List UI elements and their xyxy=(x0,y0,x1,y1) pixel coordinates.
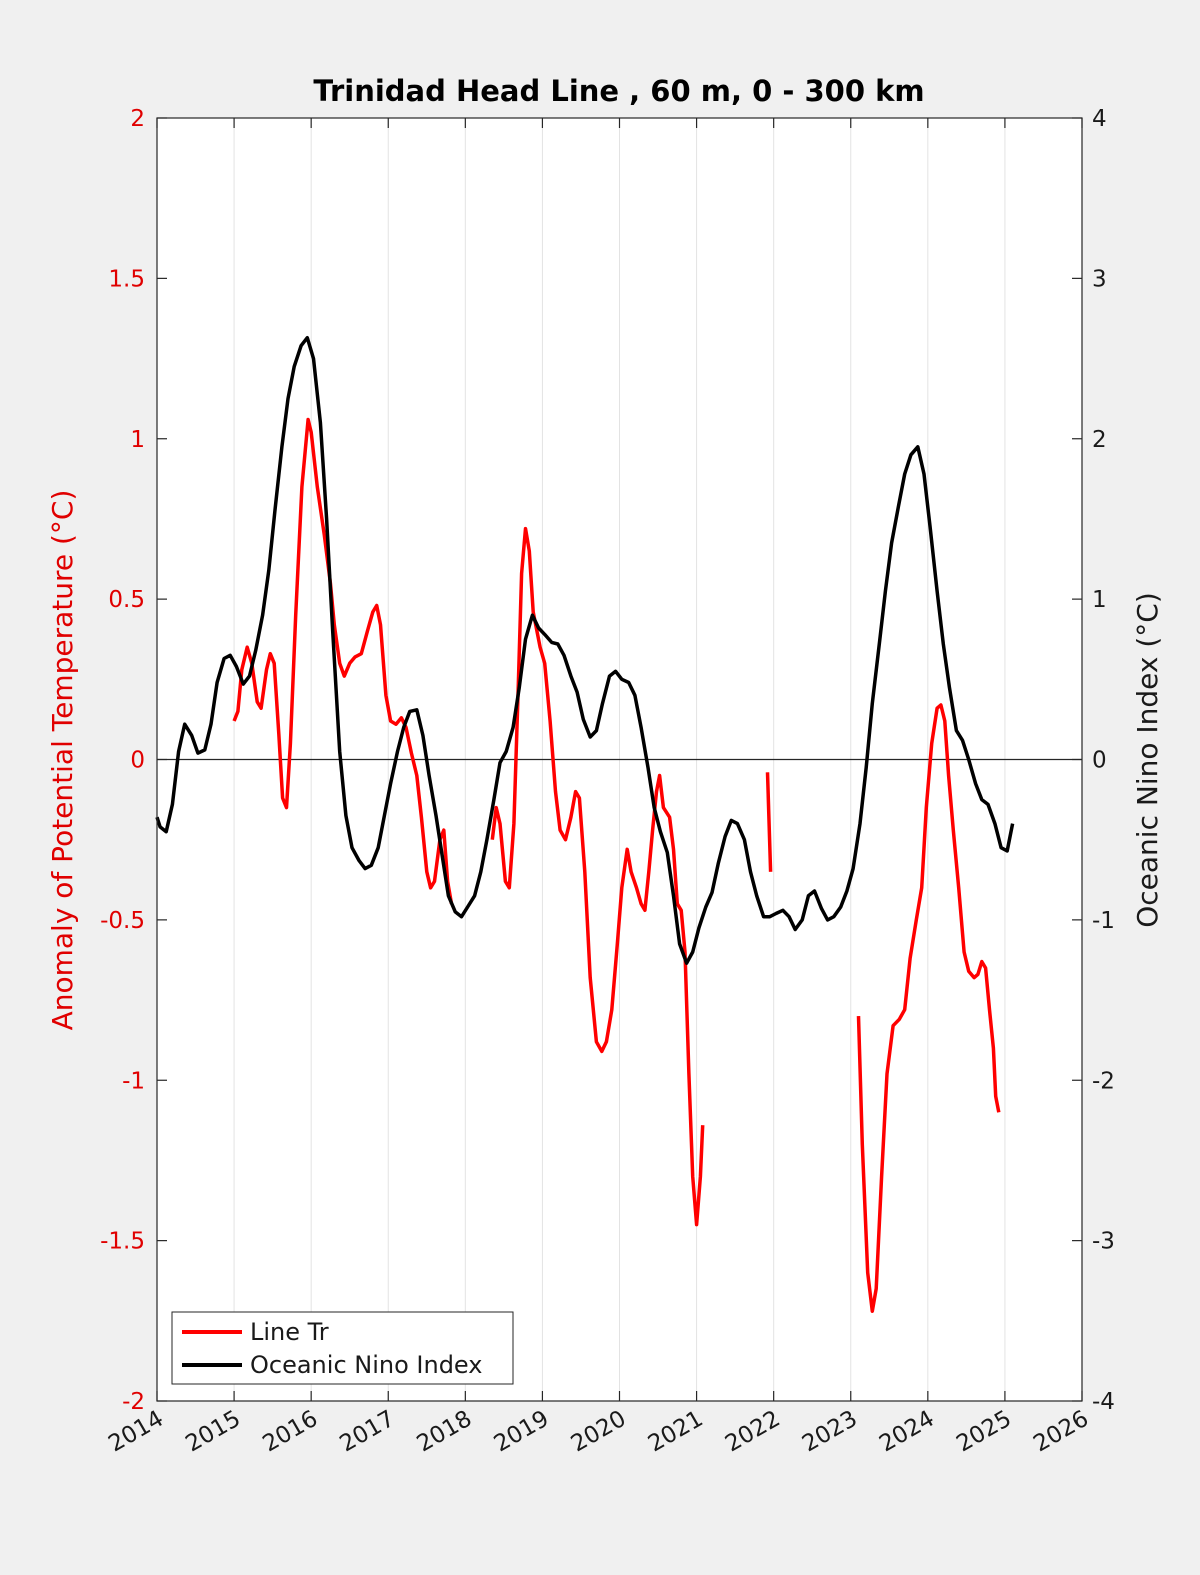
y-tick-label-right: 0 xyxy=(1092,748,1107,774)
series-line-segment xyxy=(155,335,1015,965)
x-tick-label: 2015 xyxy=(181,1406,245,1458)
y-tick-label-left: -1 xyxy=(122,1068,145,1094)
x-tick-label: 2024 xyxy=(875,1406,939,1458)
x-tick-label: 2020 xyxy=(567,1406,631,1458)
x-tick-label: 2018 xyxy=(413,1406,477,1458)
series-line-segment xyxy=(856,703,1001,1313)
series-line-tr xyxy=(232,417,1001,1313)
legend-label-oni: Oceanic Nino Index xyxy=(250,1351,482,1379)
x-tick-label: 2017 xyxy=(336,1406,400,1458)
x-tick-label: 2022 xyxy=(721,1406,785,1458)
y-tick-label-left: -2 xyxy=(122,1389,145,1415)
series-line-segment xyxy=(232,417,454,905)
y-tick-label-right: -4 xyxy=(1092,1389,1115,1415)
y-tick-label-left: 2 xyxy=(130,106,145,132)
chart-title: Trinidad Head Line , 60 m, 0 - 300 km xyxy=(313,74,924,108)
x-tick-label: 2025 xyxy=(952,1406,1016,1458)
y-tick-label-left: -1.5 xyxy=(100,1229,145,1255)
series-line-segment xyxy=(765,772,773,872)
y-tick-label-right: 1 xyxy=(1092,587,1107,613)
x-tick-label: 2019 xyxy=(490,1406,554,1458)
y-tick-label-left: 0 xyxy=(130,748,145,774)
y-tick-label-right: -3 xyxy=(1092,1229,1115,1255)
y-tick-label-right: 3 xyxy=(1092,266,1107,292)
y-tick-label-right: -2 xyxy=(1092,1068,1115,1094)
y-tick-label-left: 1.5 xyxy=(108,266,145,292)
y-axis-label-right: Oceanic Nino Index (°C) xyxy=(1131,592,1164,928)
x-tick-label: 2021 xyxy=(644,1406,708,1458)
series-layer xyxy=(155,335,1015,1313)
x-tick-label: 2026 xyxy=(1029,1406,1093,1458)
y-axis-label-left: Anomaly of Potential Temperature (°C) xyxy=(46,490,79,1031)
legend-label-line-tr: Line Tr xyxy=(250,1318,329,1346)
legend-box xyxy=(171,1311,514,1385)
y-tick-label-left: -0.5 xyxy=(100,908,145,934)
y-tick-label-left: 1 xyxy=(130,427,145,453)
x-tick-label: 2016 xyxy=(258,1406,322,1458)
y-tick-label-right: 4 xyxy=(1092,106,1107,132)
y-tick-label-right: 2 xyxy=(1092,427,1107,453)
series-oceanic-nino-index xyxy=(155,335,1015,965)
y-tick-label-left: 0.5 xyxy=(108,587,145,613)
x-tick-label: 2023 xyxy=(798,1406,862,1458)
legend: Line Tr Oceanic Nino Index xyxy=(171,1311,514,1385)
y-tick-label-right: -1 xyxy=(1092,908,1115,934)
series-line-segment xyxy=(490,526,705,1227)
